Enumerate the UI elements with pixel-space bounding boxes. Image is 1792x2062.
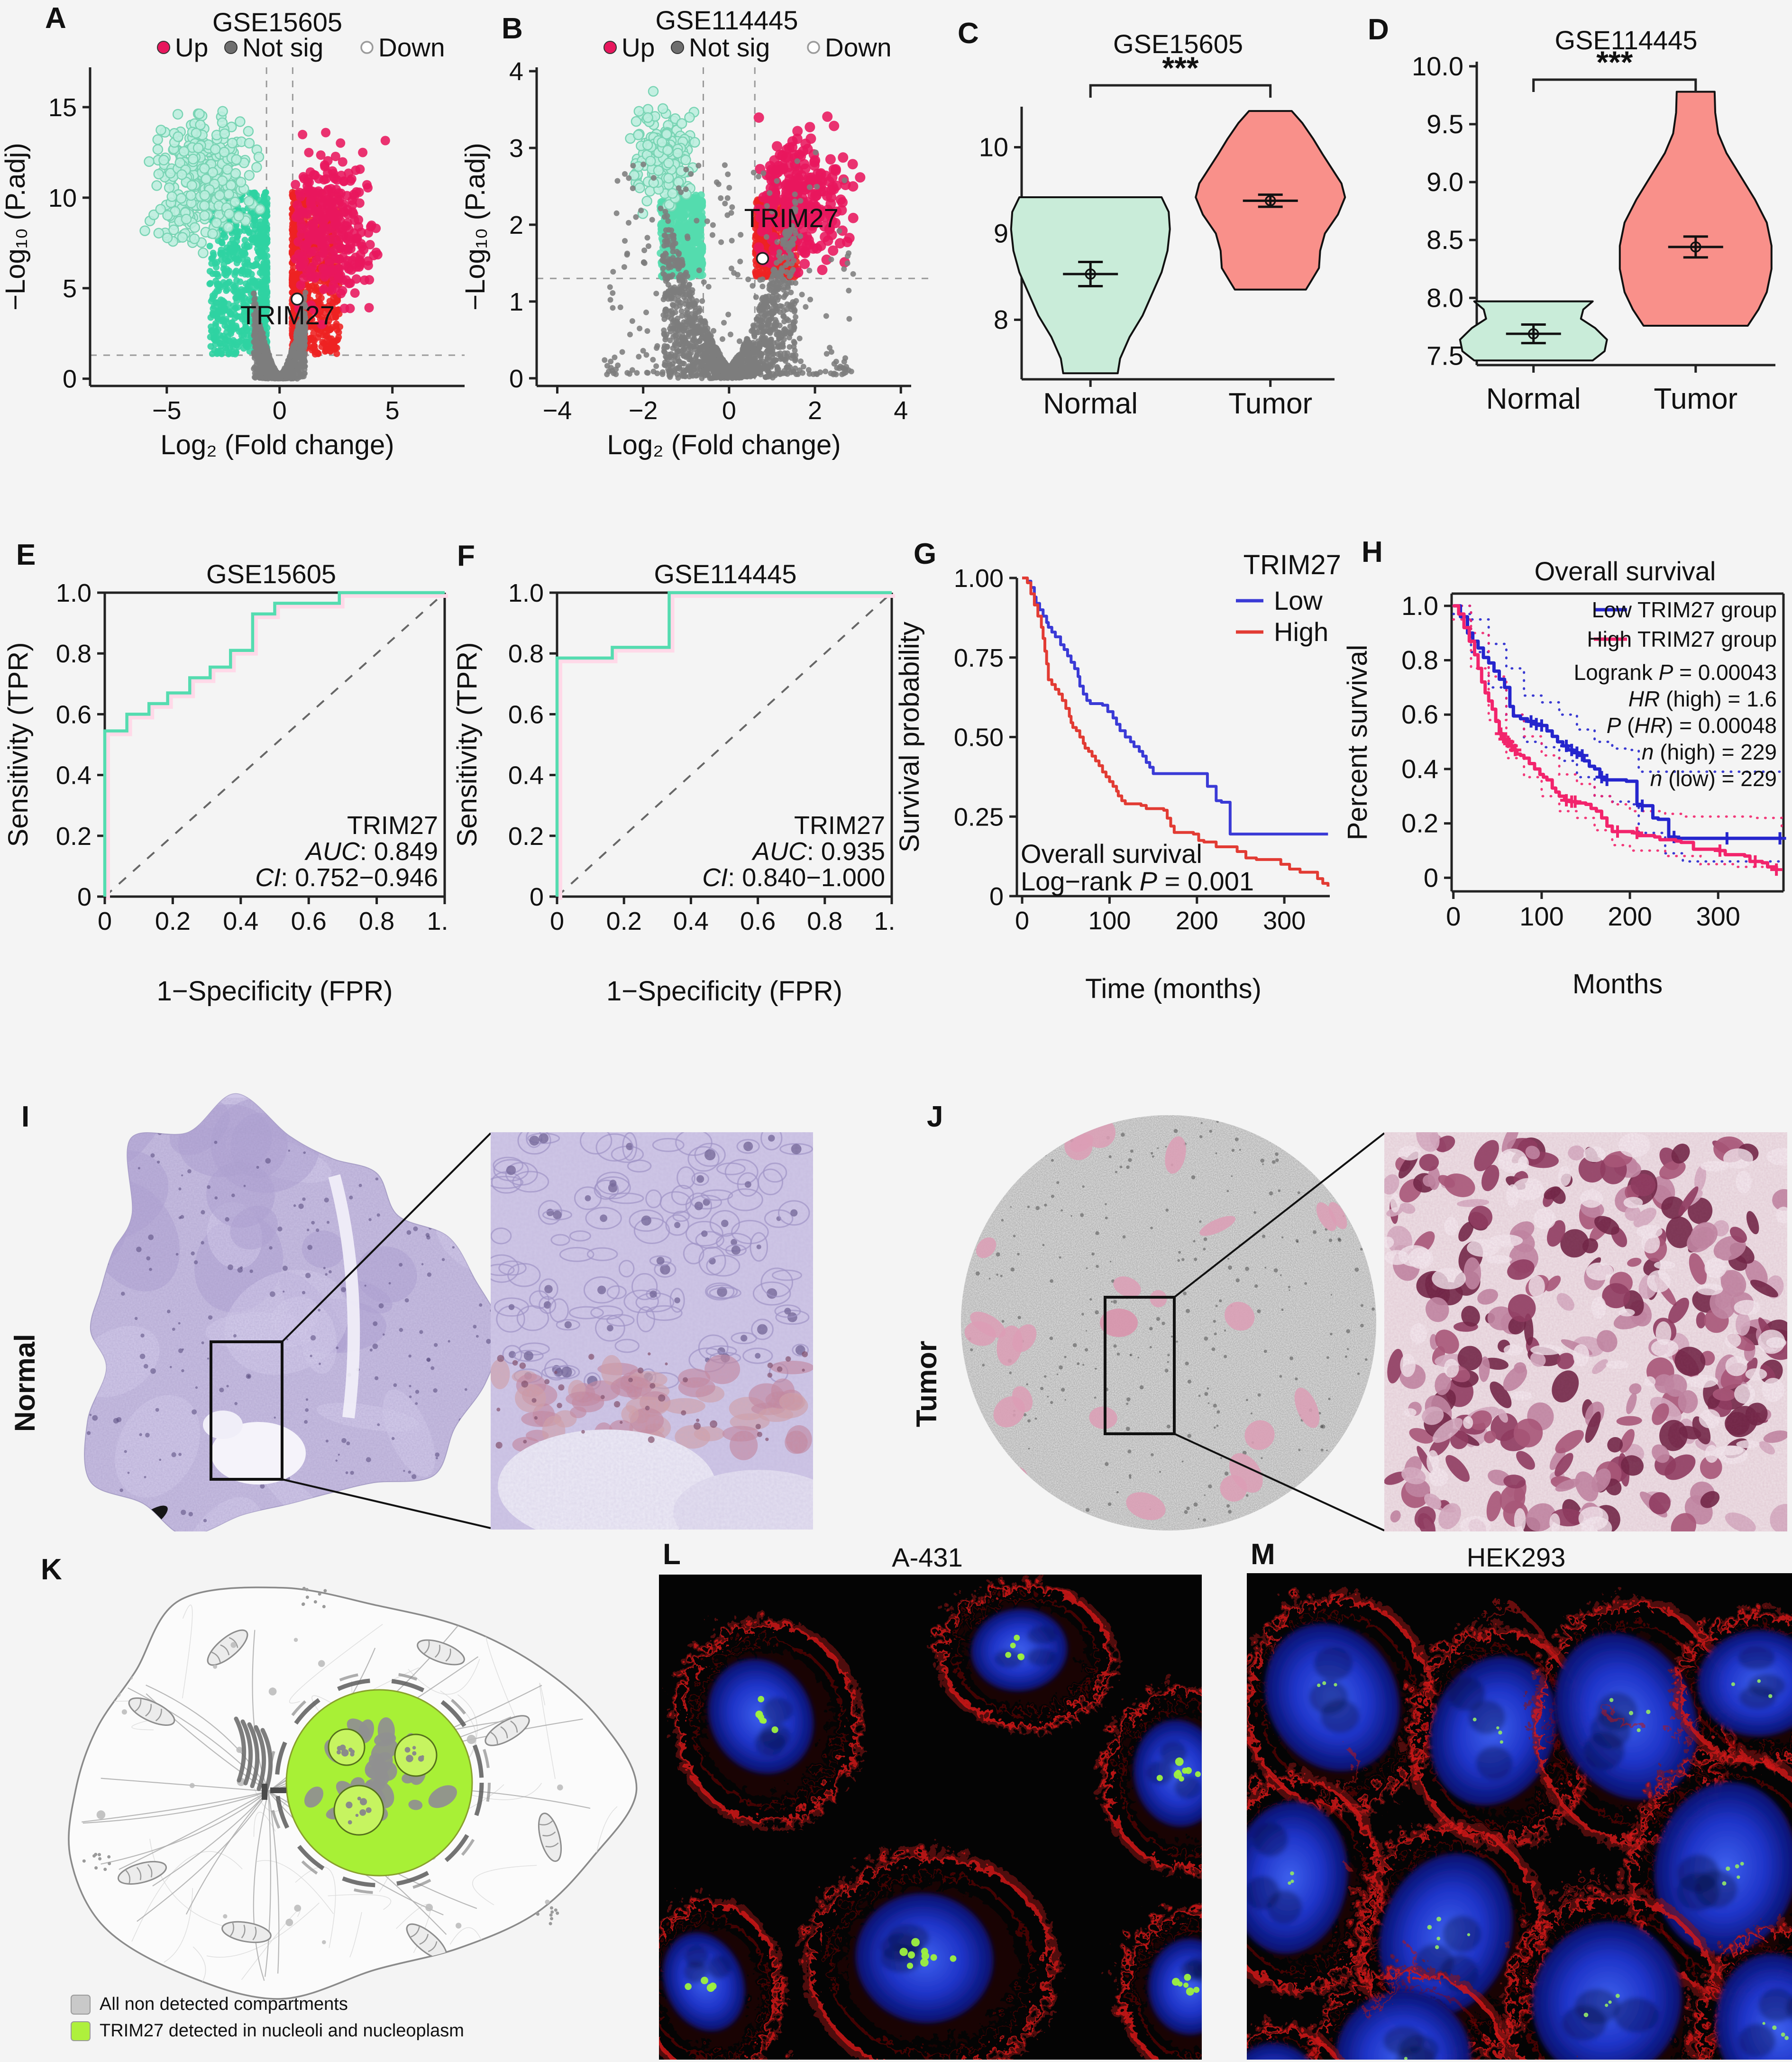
svg-text:5: 5 xyxy=(385,396,400,425)
panel-ihc-tumor: J Tumor xyxy=(896,1057,1792,1531)
svg-text:0: 0 xyxy=(63,365,77,394)
panel-ihc-normal: I Normal xyxy=(0,1057,896,1531)
panel-if-hek293: M HEK293 xyxy=(1247,1531,1792,2060)
if-image-hek293 xyxy=(1247,1531,1792,2062)
panel-roc-gse15605: E GSE15605 00.20.40.60.81.000.20.40.60.8… xyxy=(0,531,448,1043)
panel-roc-gse114445: F GSE114445 00.20.40.60.81.000.20.40.60.… xyxy=(448,531,896,1043)
svg-text:5: 5 xyxy=(63,275,77,303)
panel-if-a431: L A-431 xyxy=(659,1531,1247,2060)
svg-text:Down: Down xyxy=(378,33,445,62)
svg-text:−5: −5 xyxy=(152,396,182,425)
svg-text:Log₂ (Fold change): Log₂ (Fold change) xyxy=(160,430,394,460)
svg-text:Up: Up xyxy=(175,33,208,62)
roc-curve-gse114445: 00.20.40.60.81.000.20.40.60.81.0TRIM27AU… xyxy=(448,531,896,1045)
ihc-normal-tissue-image xyxy=(0,1057,896,1534)
if-image-a431 xyxy=(659,1531,1247,2062)
svg-text:−Log₁₀ (P.adj): −Log₁₀ (P.adj) xyxy=(0,143,31,311)
svg-text:Not sig: Not sig xyxy=(242,33,323,62)
svg-text:15: 15 xyxy=(48,93,77,122)
svg-text:0: 0 xyxy=(273,396,287,425)
roc-curve-gse15605: 00.20.40.60.81.000.20.40.60.81.0TRIM27AU… xyxy=(0,531,448,1045)
svg-text:10: 10 xyxy=(48,184,77,212)
volcano-plot-gse15605: TRIM27 −5 0 5 0 5 10 15 Log₂ (Fold change) −Log₁₀… xyxy=(0,0,465,524)
svg-text:TRIM27: TRIM27 xyxy=(240,300,335,330)
ihc-tumor-tissue-image xyxy=(896,1057,1792,1534)
